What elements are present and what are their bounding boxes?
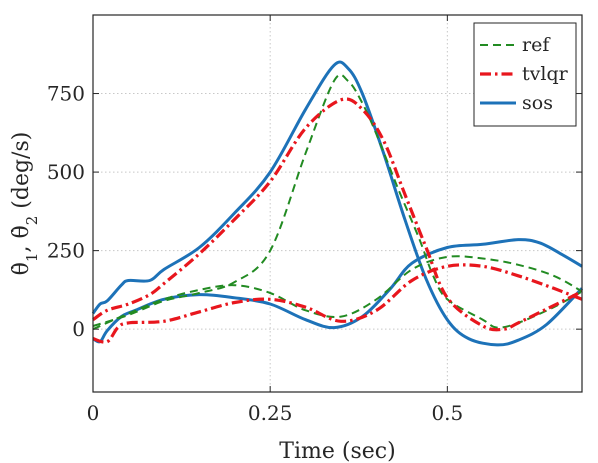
x-tick-label: 0 [87, 401, 100, 425]
series-sos-line-1 [91, 60, 584, 347]
series-ref-line-1 [92, 73, 583, 329]
y-axis-title-theta2: θ̇ [9, 225, 34, 238]
legend-label-ref: ref [522, 34, 551, 56]
plot-frame [92, 14, 583, 393]
grid [93, 15, 582, 392]
series-tvlqr-line-2 [92, 263, 583, 344]
y-tick-label: 750 [47, 82, 85, 106]
y-axis-title-sub1: 1 [23, 253, 41, 263]
series-tvlqr-line-1 [92, 97, 583, 332]
axis-ticks: 0 250 500 750 0 0.25 0.5 [47, 15, 582, 425]
series-lines [91, 60, 584, 347]
y-tick-label: 500 [47, 160, 85, 184]
y-tick-label: 250 [47, 239, 85, 263]
legend-label-sos: sos [522, 92, 553, 114]
legend: ref tvlqr sos [473, 22, 577, 127]
y-axis-title: θ̇1, θ̇2 (deg/s) [9, 132, 41, 276]
y-axis-title-sep: , [9, 239, 34, 253]
legend-label-tvlqr: tvlqr [522, 63, 569, 85]
y-axis-title-unit: (deg/s) [9, 132, 34, 216]
x-axis-title: Time (sec) [279, 439, 395, 463]
x-tick-label: 0.25 [248, 401, 293, 425]
y-axis-title-sub2: 2 [23, 216, 41, 226]
y-tick-label: 0 [72, 317, 85, 341]
series-ref-line-2 [92, 255, 583, 331]
y-axis-title-theta1: θ̇ [9, 262, 34, 275]
x-tick-label: 0.5 [431, 401, 463, 425]
